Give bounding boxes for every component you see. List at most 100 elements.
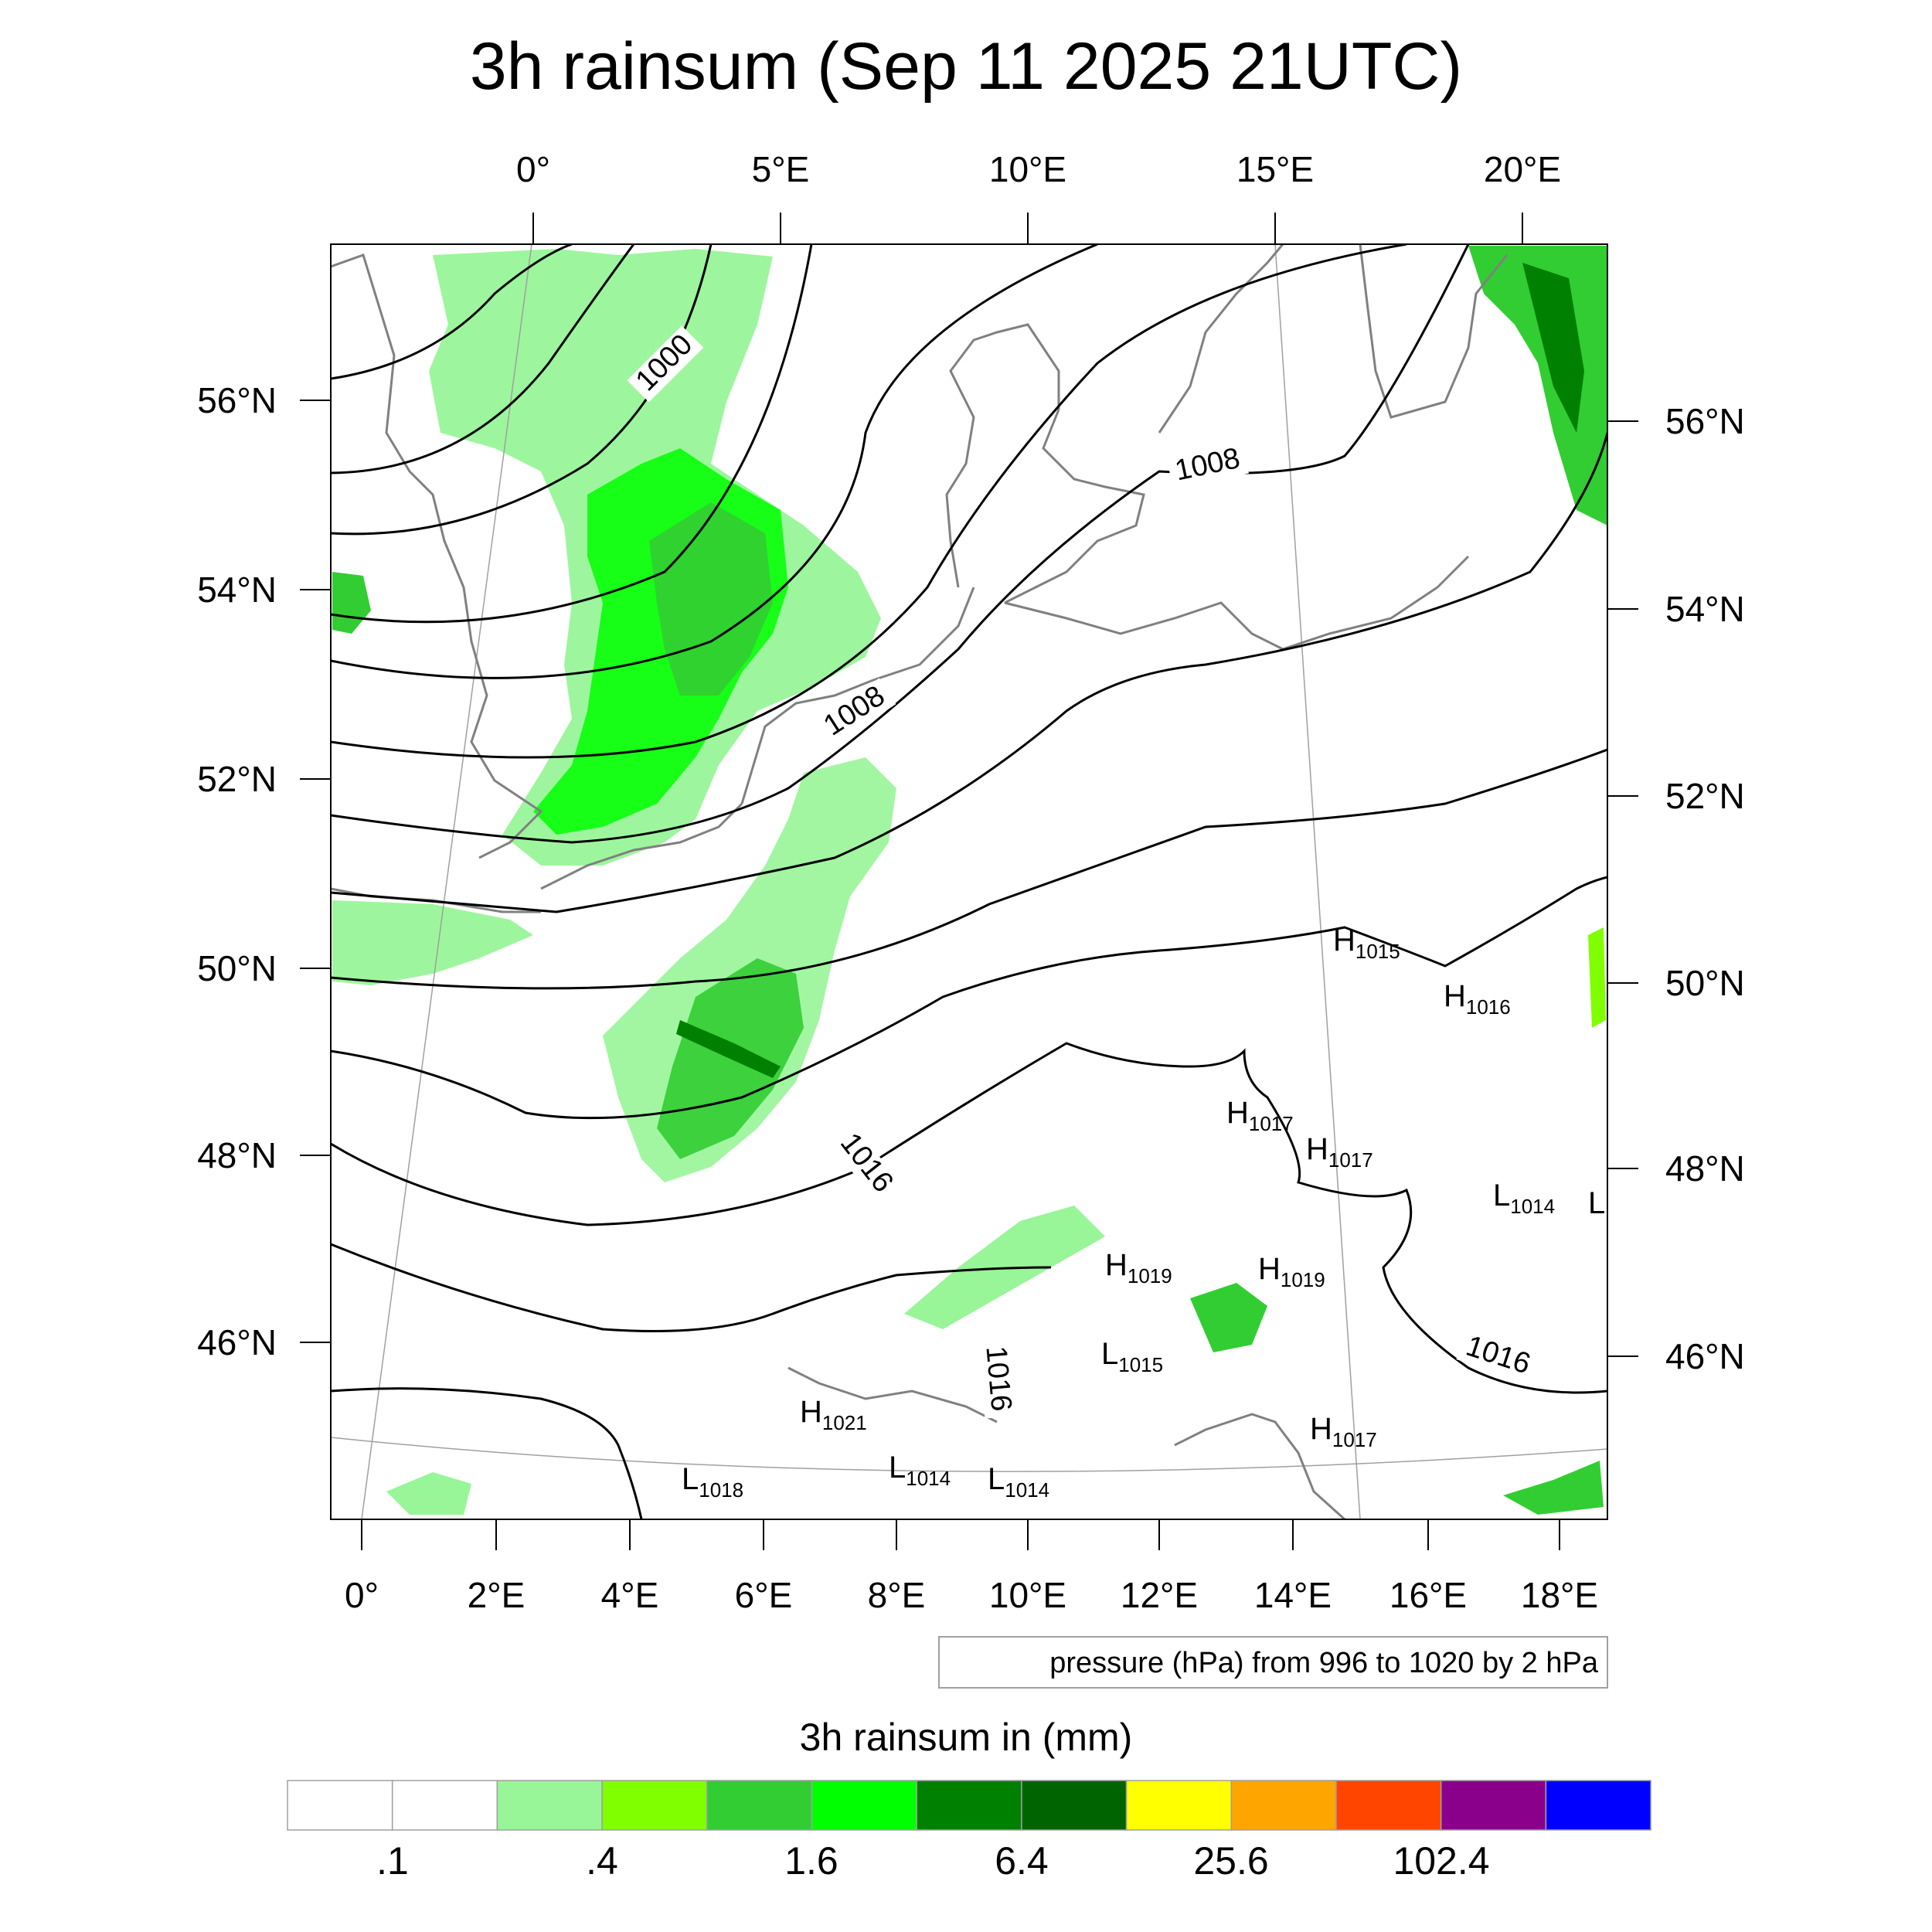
right-lat-label: 54°N [1665,589,1745,629]
pressure-center-kind: L [889,1451,906,1485]
bottom-lon-label: 6°E [735,1575,793,1615]
pressure-center-label: H1019 [1258,1252,1325,1291]
rain-area-southeast [1503,1461,1604,1515]
coast-france-north [540,802,743,890]
map-frame [330,243,1608,1520]
coast-netherlands [740,587,975,804]
colorbar-label: .1 [376,1839,409,1883]
bottom-lon-label: 0° [345,1575,379,1615]
top-lon-label: 20°E [1484,149,1561,189]
colorbar-label: .4 [586,1839,618,1883]
pressure-center-label: H1017 [1310,1412,1377,1451]
contour-info-box: pressure (hPa) from 996 to 1020 by 2 hPa [938,1636,1608,1689]
left-lat-label: 46°N [197,1322,277,1362]
isobar-1002 [331,244,813,624]
pressure-center-kind: H [1105,1248,1128,1282]
top-tick-marks [532,213,1523,244]
pressure-center-label: L1015 [1101,1337,1163,1376]
pressure-center-value: 1019 [1281,1268,1325,1291]
figure-title: 3h rainsum (Sep 11 2025 21UTC) [470,29,1462,104]
colorbar-swatch [1021,1780,1128,1831]
isobar-label: 1016 [979,1345,1017,1413]
left-lat-label: 50°N [197,948,277,988]
coast-germany-baltic [1004,555,1470,651]
left-lat-label: 52°N [197,759,277,799]
pressure-center-label: L [1588,1186,1605,1220]
top-lon-labels: 0° 5°E 10°E 15°E 20°E [516,149,1561,189]
meridian-15 [1274,244,1361,1519]
left-lat-label: 56°N [197,380,277,420]
coast-denmark-west [945,323,1060,588]
coast-baltic-east [1359,244,1509,419]
colorbar-label: 6.4 [995,1839,1049,1883]
coast-denmark-east [1004,409,1145,604]
top-lon-label: 5°E [752,149,810,189]
pressure-center-kind: L [1101,1337,1118,1371]
pressure-center-value: 1017 [1332,1428,1377,1451]
colorbar-swatches [287,1780,1651,1831]
right-lat-label: 52°N [1665,776,1745,816]
colorbar-swatch [811,1780,917,1831]
pressure-center-value: 1021 [822,1411,867,1434]
pressure-center-value: 1015 [1355,940,1400,963]
left-lat-label: 48°N [197,1135,277,1175]
right-lat-label: 46°N [1665,1336,1745,1376]
isobar-1012 [331,748,1607,990]
pressure-center-kind: L [682,1462,699,1496]
coast-italy-west [787,1366,998,1423]
rain-area-north-sea-heavy [649,502,773,696]
bottom-lon-label: 10°E [989,1575,1066,1615]
colorbar-label: 1.6 [784,1839,838,1883]
rain-area-channel [332,900,533,985]
pressure-center-value: 1019 [1128,1264,1172,1287]
pressure-center-label: L1014 [1493,1179,1555,1218]
colorbar-swatch [706,1780,813,1831]
right-lat-labels: 56°N 54°N 52°N 50°N 48°N 46°N [1665,401,1745,1376]
colorbar-swatch [601,1780,708,1831]
isobar-1006 [331,244,1407,759]
pressure-center-label: L1014 [889,1451,951,1490]
left-tick-marks [300,400,331,1343]
pressure-center-kind: H [1226,1096,1249,1130]
isobar-1010 [331,432,1607,913]
pressure-center-value: 1014 [1005,1478,1049,1502]
pressure-centers: H1015 H1016 H1017 H1017 L1014 L H1019 H1… [682,923,1605,1502]
graticule [331,244,1607,1519]
colorbar-swatch [916,1780,1022,1831]
bottom-lon-label: 16°E [1389,1575,1467,1615]
bottom-lon-label: 18°E [1521,1575,1598,1615]
coast-uk-east [331,253,543,859]
rain-area-baltic-ne-heavy [1522,263,1584,433]
rain-area-alps-east [1190,1283,1267,1352]
pressure-center-kind: H [1444,979,1466,1013]
colorbar-swatch [1335,1780,1442,1831]
pressure-center-label: H1019 [1105,1248,1172,1287]
isobar-1008 [331,244,1470,844]
left-lat-labels: 56°N 54°N 52°N 50°N 48°N 46°N [197,380,277,1362]
top-lon-label: 15°E [1236,149,1314,189]
isobars [331,244,1607,1519]
pressure-center-label: H1016 [1444,979,1511,1019]
right-lat-label: 56°N [1665,401,1745,441]
isobar-998 [331,244,635,474]
bottom-lon-label: 2°E [468,1575,526,1615]
colorbar-title: 3h rainsum in (mm) [800,1716,1133,1759]
left-lat-label: 54°N [197,570,277,610]
bottom-lon-label: 4°E [601,1575,659,1615]
pressure-center-kind: H [1333,923,1355,957]
colorbar-swatch [287,1780,393,1831]
pressure-center-value: 1017 [1328,1148,1373,1172]
colorbar-label: 25.6 [1193,1839,1268,1883]
pressure-center-kind: H [1310,1412,1332,1446]
isobar-1018 [331,1243,1052,1332]
pressure-center-kind: L [1493,1179,1510,1213]
colorbar-swatch [1125,1780,1233,1831]
pressure-center-kind: L [988,1462,1005,1496]
pressure-center-label: L1014 [988,1462,1049,1502]
parallel-45 [331,1437,1607,1472]
pressure-center-value: 1014 [1510,1195,1555,1218]
pressure-center-label: H1015 [1333,923,1400,963]
isobar-1020 [331,1387,643,1519]
pressure-center-value: 1014 [906,1467,951,1490]
